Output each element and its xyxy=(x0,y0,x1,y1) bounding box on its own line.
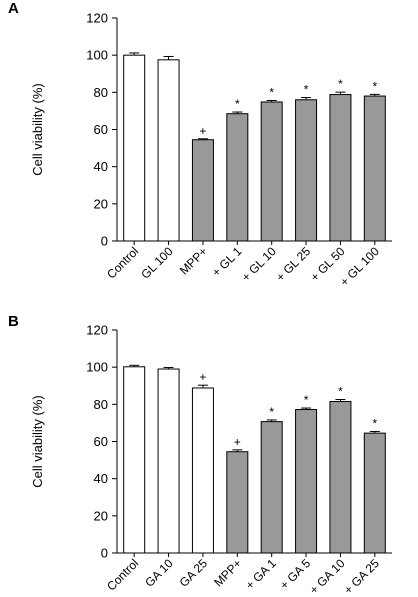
significance-marker: * xyxy=(304,393,309,407)
x-tick-label: MPP+ xyxy=(177,244,210,277)
y-tick-label: 120 xyxy=(86,323,108,338)
y-tick-label: 100 xyxy=(86,360,108,375)
significance-marker: * xyxy=(372,416,377,430)
y-tick-label: 80 xyxy=(94,397,108,412)
y-tick-label: 40 xyxy=(94,471,108,486)
panel-label: A xyxy=(8,0,19,17)
bar xyxy=(295,409,318,554)
y-tick-label: 0 xyxy=(101,546,108,561)
x-tick-label: + GA 25 xyxy=(341,556,382,597)
y-tick-label: 120 xyxy=(86,11,108,26)
significance-marker: + xyxy=(199,370,206,384)
x-tick-label: + GL 25 xyxy=(273,244,313,284)
y-tick-label: 60 xyxy=(94,434,108,449)
bar xyxy=(295,99,318,242)
y-tick-label: 80 xyxy=(94,85,108,100)
significance-marker: + xyxy=(199,124,206,138)
x-tick-label: Control xyxy=(104,556,141,593)
x-tick-label: Control xyxy=(104,244,141,281)
y-tick-label: 0 xyxy=(101,234,108,249)
bar xyxy=(157,368,180,554)
x-tick-label: GA 25 xyxy=(177,556,211,590)
chart-panel-b: B Cell viability (%) 0 20 40 60 80 100 120 Contro… xyxy=(8,313,392,597)
bar xyxy=(260,101,283,242)
x-tick-label: GL 100 xyxy=(138,244,176,282)
y-tick-label: 40 xyxy=(94,159,108,174)
y-axis-label: Cell viability (%) xyxy=(30,395,45,487)
bar xyxy=(260,421,283,554)
bar xyxy=(123,366,146,554)
y-tick-label: 60 xyxy=(94,122,108,137)
significance-marker: + xyxy=(234,435,241,449)
panel-label: B xyxy=(8,313,19,330)
significance-marker: * xyxy=(372,79,377,93)
bar xyxy=(191,139,214,242)
significance-marker: * xyxy=(338,385,343,399)
y-tick-label: 100 xyxy=(86,48,108,63)
bar xyxy=(329,401,352,554)
bar xyxy=(363,95,386,242)
bar xyxy=(157,59,180,242)
bar xyxy=(226,451,249,554)
bar xyxy=(191,387,214,554)
bar xyxy=(329,94,352,242)
y-tick-label: 20 xyxy=(94,196,108,211)
significance-marker: * xyxy=(269,86,274,100)
bar xyxy=(363,432,386,554)
x-tick-label: + GL 10 xyxy=(239,244,279,284)
bar xyxy=(226,113,249,242)
y-axis-label: Cell viability (%) xyxy=(30,83,45,175)
x-tick-label: + GA 10 xyxy=(307,556,348,597)
x-tick-label: GA 10 xyxy=(142,556,176,590)
x-tick-label: MPP+ xyxy=(211,556,244,589)
significance-marker: * xyxy=(269,405,274,419)
x-tick-label: + GA 1 xyxy=(243,556,279,592)
significance-marker: * xyxy=(304,83,309,97)
chart-panel-a: A Cell viability (%) 0 20 40 60 80 100 120 Contro… xyxy=(8,0,392,289)
significance-marker: * xyxy=(338,77,343,91)
bar xyxy=(123,54,146,242)
y-tick-label: 20 xyxy=(94,508,108,523)
significance-marker: * xyxy=(235,97,240,111)
